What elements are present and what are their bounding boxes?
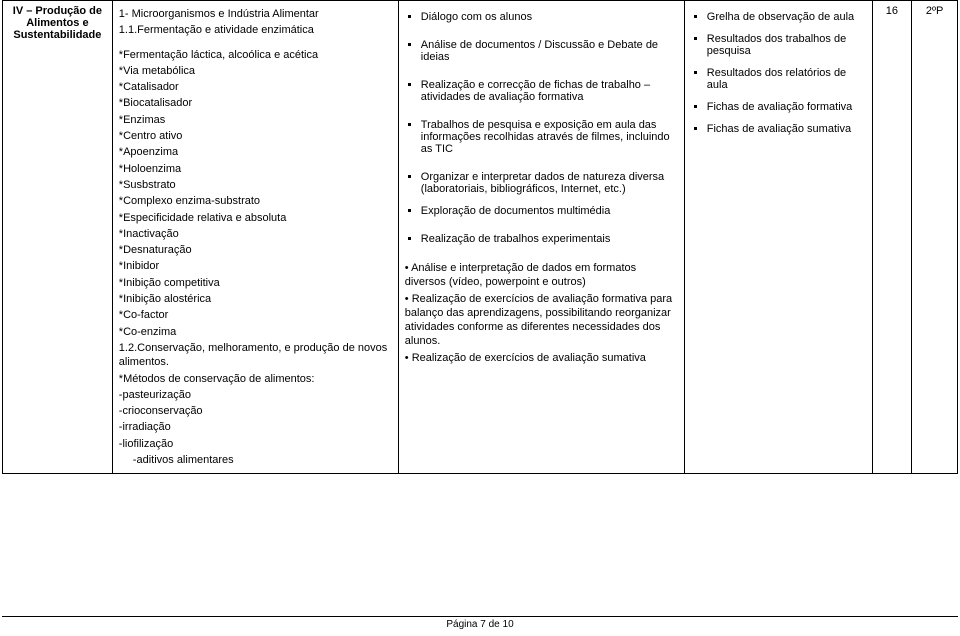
strategy-item: Exploração de documentos multimédia <box>421 205 678 227</box>
list-item: *Centro ativo <box>119 129 392 143</box>
list-item: *Co-factor <box>119 308 392 322</box>
list-item: *Apoenzima <box>119 145 392 159</box>
list-item: *Catalisador <box>119 80 392 94</box>
list-item: *Susbstrato <box>119 178 392 192</box>
list-item: *Inactivação <box>119 227 392 241</box>
strategies-cell: Diálogo com os alunos Análise de documen… <box>398 1 684 474</box>
list-item: *Fermentação láctica, alcoólica e acétic… <box>119 48 392 62</box>
evaluation-item: Resultados dos trabalhos de pesquisa <box>707 33 866 67</box>
evaluation-item: Fichas de avaliação sumativa <box>707 123 866 145</box>
list-item-aditivos: -aditivos alimentares <box>119 453 392 467</box>
evaluation-item: Fichas de avaliação formativa <box>707 101 866 123</box>
list-item: *Inibição alostérica <box>119 292 392 306</box>
list-item: *Inibição competitiva <box>119 276 392 290</box>
list-item: -liofilização <box>119 437 392 451</box>
contents-cell: 1- Microorganismos e Indústria Alimentar… <box>112 1 398 474</box>
topic-heading-1: 1- Microorganismos e Indústria Alimentar <box>119 7 392 21</box>
hours-cell: 16 <box>872 1 912 474</box>
topic-heading-2: 1.1.Fermentação e atividade enzimática <box>119 23 392 37</box>
list-item: *Co-enzima <box>119 325 392 339</box>
list-item: -crioconservação <box>119 404 392 418</box>
list-item: -irradiação <box>119 420 392 434</box>
strategy-item: Organizar e interpretar dados de naturez… <box>421 171 678 205</box>
strategy-item: Análise de documentos / Discussão e Deba… <box>421 39 678 73</box>
page-number: Página 7 de 10 <box>446 619 513 630</box>
strategy-item: Realização de trabalhos experimentais <box>421 233 678 255</box>
unit-title-cell: IV – Produção de Alimentos e Sustentabil… <box>3 1 113 474</box>
unit-title: IV – Produção de Alimentos e Sustentabil… <box>13 5 102 41</box>
strategy-para: • Realização de exercícios de avaliação … <box>405 292 678 349</box>
strategy-para: • Realização de exercícios de avaliação … <box>405 351 678 365</box>
list-item: *Holoenzima <box>119 162 392 176</box>
period-value: 2ºP <box>926 5 943 17</box>
list-item: *Complexo enzima-substrato <box>119 194 392 208</box>
strategy-para: • Análise e interpretação de dados em fo… <box>405 261 678 290</box>
evaluation-item: Resultados dos relatórios de aula <box>707 67 866 101</box>
list-item: *Especificidade relativa e absoluta <box>119 211 392 225</box>
list-item: *Biocatalisador <box>119 96 392 110</box>
list-item: *Desnaturação <box>119 243 392 257</box>
list-item: *Inibidor <box>119 259 392 273</box>
list-item: -pasteurização <box>119 388 392 402</box>
list-item: *Via metabólica <box>119 64 392 78</box>
terms-list-1: *Fermentação láctica, alcoólica e acétic… <box>119 48 392 339</box>
period-cell: 2ºP <box>912 1 958 474</box>
strategy-item: Diálogo com os alunos <box>421 11 678 33</box>
curriculum-table: IV – Produção de Alimentos e Sustentabil… <box>2 0 958 474</box>
strategy-item: Realização e correcção de fichas de trab… <box>421 79 678 113</box>
evaluation-cell: Grelha de observação de aula Resultados … <box>684 1 872 474</box>
page-footer: Página 7 de 10 <box>2 616 958 630</box>
topic-heading-3: 1.2.Conservação, melhoramento, e produçã… <box>119 341 392 370</box>
topic-heading-4: *Métodos de conservação de alimentos: <box>119 372 392 386</box>
strategy-item: Trabalhos de pesquisa e exposição em aul… <box>421 119 678 165</box>
evaluation-item: Grelha de observação de aula <box>707 11 866 33</box>
terms-list-2: -pasteurização -crioconservação -irradia… <box>119 388 392 451</box>
hours-value: 16 <box>886 5 898 17</box>
list-item: *Enzimas <box>119 113 392 127</box>
